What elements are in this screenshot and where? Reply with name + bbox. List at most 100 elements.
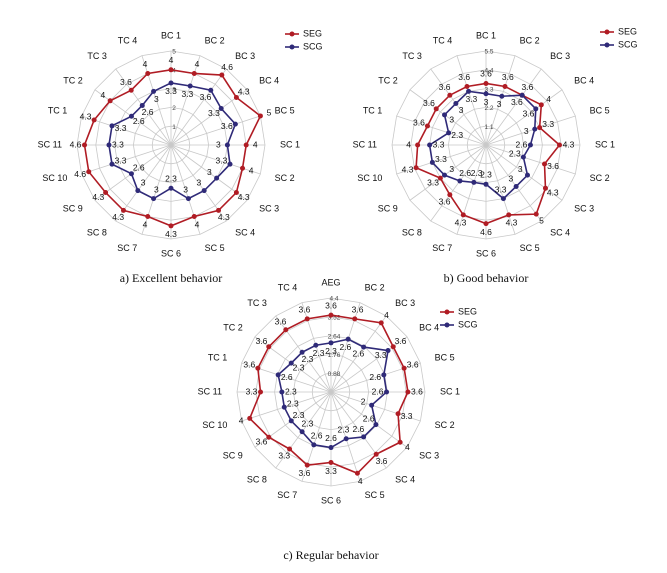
data-label-scg: 2.6: [325, 433, 337, 443]
data-label-scg: 3.3: [208, 108, 220, 118]
data-label-seg: 4: [253, 139, 258, 149]
legend-label: SEG: [303, 28, 322, 38]
data-point-seg: [433, 106, 439, 112]
data-point-scg: [483, 91, 489, 97]
grid-spoke: [81, 115, 172, 146]
legend-label: SCG: [458, 319, 478, 329]
data-label-scg: 2.6: [339, 342, 351, 352]
data-label-scg: 3.3: [115, 123, 127, 133]
data-label-scg: 3: [497, 99, 502, 109]
data-point-scg: [524, 172, 530, 178]
data-point-scg: [168, 80, 174, 86]
data-label-scg: 3.6: [511, 97, 523, 107]
data-label-scg: 2.3: [451, 130, 463, 140]
category-label: SC 6: [476, 248, 496, 258]
data-label-seg: 4.6: [74, 169, 86, 179]
category-label: SC 1: [595, 139, 615, 149]
grid-spoke: [485, 115, 576, 146]
data-label-seg: 4.3: [238, 86, 250, 96]
data-point-scg: [513, 183, 519, 189]
category-label: SC 11: [353, 139, 377, 149]
data-point-scg: [532, 126, 538, 132]
data-point-scg: [151, 196, 157, 202]
data-point-seg: [243, 142, 249, 148]
tick-label: 1: [172, 124, 176, 131]
data-point-seg: [145, 214, 151, 220]
data-label-scg: 3: [154, 94, 159, 104]
category-label: BC 2: [205, 36, 225, 46]
data-point-seg: [287, 446, 293, 452]
data-label-seg: 3.6: [243, 360, 255, 370]
legend-label: SCG: [303, 41, 323, 51]
data-point-scg: [128, 171, 134, 177]
category-label: BC 1: [161, 30, 181, 40]
data-label-scg: 2.3: [313, 348, 325, 358]
category-label: SC 7: [277, 490, 297, 500]
data-label-scg: 2.6: [459, 168, 471, 178]
data-point-scg: [442, 112, 448, 118]
data-point-scg: [466, 88, 472, 94]
data-label-scg: 2.3: [287, 399, 299, 409]
data-label-scg: 2.3: [285, 386, 297, 396]
category-label: SC 3: [259, 203, 279, 213]
data-point-seg: [405, 389, 411, 395]
data-point-scg: [499, 93, 505, 99]
legend-swatch-marker: [289, 44, 295, 50]
data-point-scg: [361, 344, 367, 350]
data-label-seg: 4: [169, 55, 174, 65]
category-label: SC 6: [321, 495, 341, 505]
legend-swatch-marker: [604, 42, 610, 48]
data-label-scg: 2.3: [293, 410, 305, 420]
data-point-seg: [556, 142, 562, 148]
data-label-scg: 3: [449, 164, 454, 174]
data-label-seg: 3.6: [502, 72, 514, 82]
grid-spoke: [330, 391, 421, 422]
data-point-seg: [415, 142, 421, 148]
grid-spoke: [330, 391, 408, 448]
data-point-seg: [91, 117, 97, 123]
data-point-seg: [219, 72, 225, 78]
category-label: BC 2: [365, 283, 385, 293]
tick-label: 1.1: [484, 124, 493, 131]
data-label-seg: 4.3: [506, 218, 518, 228]
grid-spoke: [485, 68, 542, 146]
data-label-scg: 2.6: [133, 116, 145, 126]
data-label-scg: 3: [183, 184, 188, 194]
data-point-seg: [328, 460, 334, 465]
data-label-seg: 5: [267, 107, 272, 117]
grid-spoke: [396, 115, 487, 146]
data-label-scg: 2.3: [337, 424, 349, 434]
data-point-seg: [424, 123, 430, 129]
radar-chart-2: 1.1 2.2 3.3 4.4 5.5 BC 1 BC 2 BC 3 BC 4 BC 5 SC 1 S…: [353, 26, 638, 284]
data-point-seg: [107, 98, 113, 104]
category-label: TC 2: [223, 322, 243, 332]
category-label: TC 4: [278, 283, 298, 293]
data-point-seg: [447, 192, 453, 198]
category-label: BC 1: [476, 30, 496, 40]
data-label-seg: 4: [405, 442, 410, 452]
chart-caption: b) Good behavior: [444, 271, 529, 285]
category-label: BC 4: [574, 75, 594, 85]
data-label-scg: 2.6: [369, 372, 381, 382]
data-label-seg: 3.6: [352, 305, 364, 315]
data-point-scg: [288, 418, 294, 424]
category-label: SC 8: [402, 228, 422, 238]
data-label-scg: 2.6: [352, 424, 364, 434]
tick-label: 2.2: [484, 105, 493, 112]
data-label-seg: 3.6: [256, 437, 268, 447]
data-label-scg: 2.6: [363, 414, 375, 424]
data-point-seg: [258, 389, 263, 395]
grid-spoke: [170, 144, 248, 201]
grid-spoke: [81, 144, 172, 175]
data-point-seg: [145, 70, 151, 76]
data-point-seg: [373, 451, 379, 457]
data-label-seg: 4.3: [112, 212, 124, 222]
data-label-seg: 3.6: [480, 69, 492, 79]
grid-spoke: [115, 144, 172, 222]
data-point-seg: [120, 207, 126, 213]
data-label-seg: 3.6: [299, 305, 311, 315]
data-point-scg: [288, 360, 294, 366]
data-label-scg: 2.6: [142, 107, 154, 117]
